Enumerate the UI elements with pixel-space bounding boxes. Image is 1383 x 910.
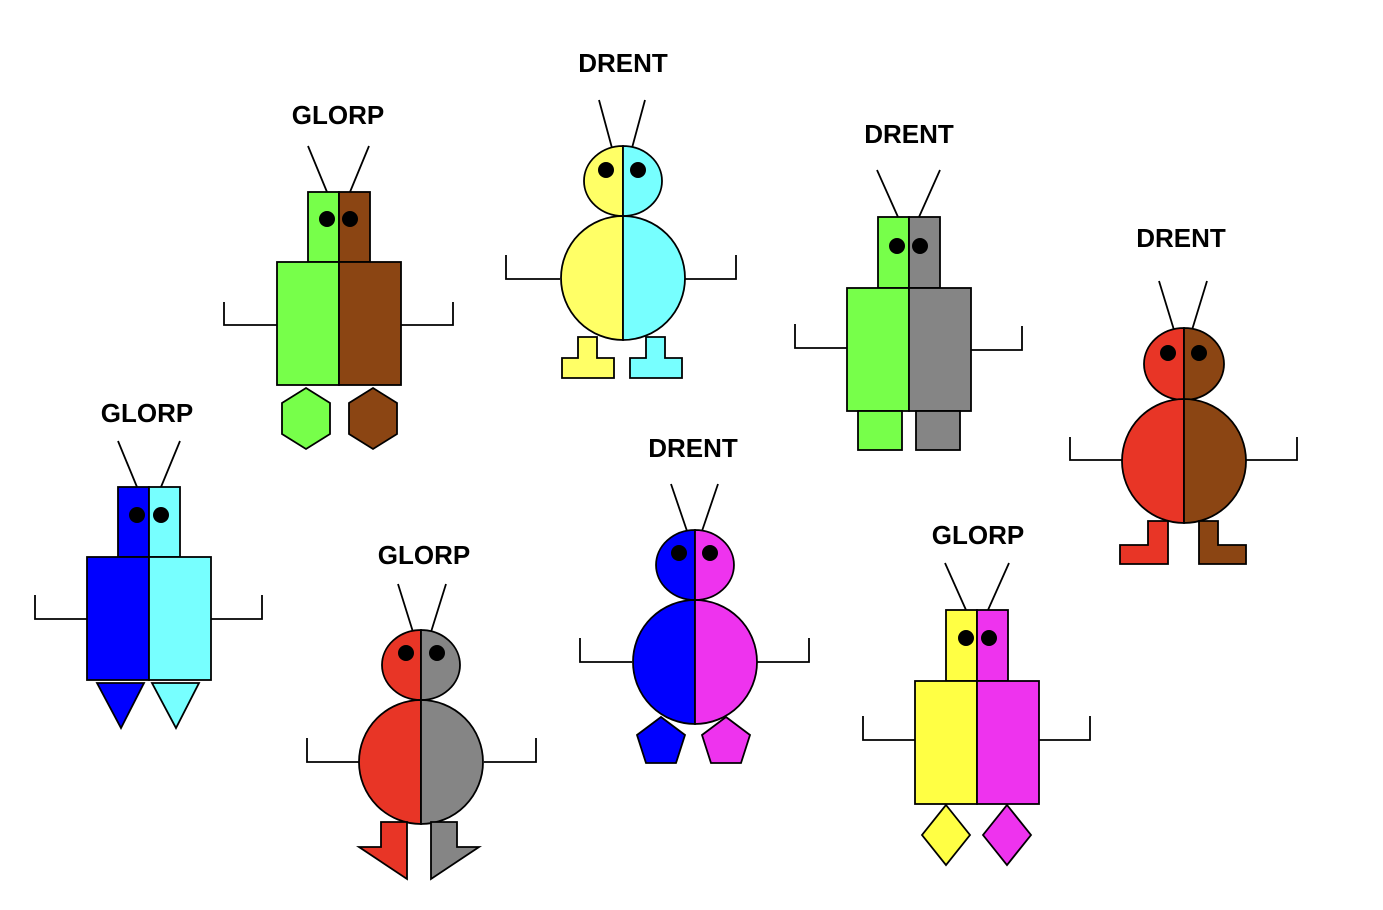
feet	[97, 683, 199, 728]
figure-8: GLORP	[863, 520, 1090, 865]
antennae	[308, 146, 369, 192]
antennae	[671, 484, 718, 531]
figure-7: DRENT	[580, 433, 809, 763]
feet	[282, 388, 397, 449]
body	[1122, 399, 1246, 523]
figure-5: GLORP	[35, 398, 262, 728]
body	[915, 681, 1039, 804]
feet	[858, 411, 960, 450]
antennae	[945, 563, 1009, 610]
figure-label: DRENT	[648, 433, 738, 463]
figure-label: GLORP	[378, 540, 470, 570]
head	[584, 146, 662, 216]
body	[359, 700, 483, 824]
figure-label: GLORP	[101, 398, 193, 428]
head	[382, 630, 460, 700]
figure-label: DRENT	[1136, 223, 1226, 253]
body	[277, 262, 401, 385]
head	[946, 610, 1008, 681]
body	[633, 600, 757, 724]
figure-1: GLORP	[224, 100, 453, 449]
figure-4: DRENT	[1070, 223, 1297, 564]
head	[118, 487, 180, 557]
head	[656, 530, 734, 600]
feet	[562, 337, 682, 378]
body	[561, 216, 685, 340]
body	[87, 557, 211, 680]
figure-2: DRENT	[506, 48, 736, 378]
antennae	[1159, 281, 1207, 330]
head	[878, 217, 940, 288]
head	[308, 192, 370, 262]
figure-label: DRENT	[864, 119, 954, 149]
feet	[1120, 521, 1246, 564]
antennae	[398, 584, 446, 632]
figure-6: GLORP	[307, 540, 536, 879]
figure-label: GLORP	[932, 520, 1024, 550]
figure-label: GLORP	[292, 100, 384, 130]
antennae	[599, 100, 645, 148]
feet	[359, 822, 479, 879]
body	[847, 288, 971, 411]
head	[1144, 328, 1224, 400]
antennae	[118, 441, 180, 487]
figure-label: DRENT	[578, 48, 668, 78]
antennae	[877, 170, 940, 217]
figure-3: DRENT	[795, 119, 1022, 450]
feet	[922, 805, 1031, 865]
